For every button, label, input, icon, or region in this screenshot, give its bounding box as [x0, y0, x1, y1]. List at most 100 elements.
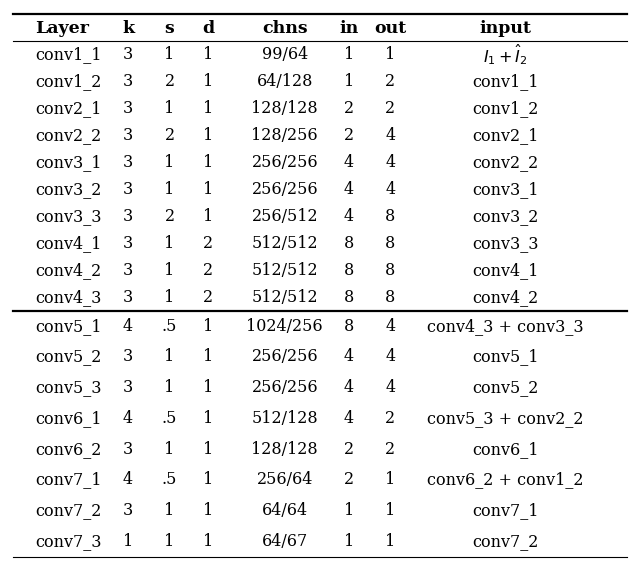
Text: 256/512: 256/512 [252, 208, 318, 225]
Text: k: k [122, 20, 134, 37]
Text: 3: 3 [123, 235, 133, 252]
Text: 256/256: 256/256 [252, 379, 318, 396]
Text: conv7_1: conv7_1 [472, 502, 539, 519]
Text: conv7_2: conv7_2 [472, 533, 539, 550]
Text: 128/128: 128/128 [252, 441, 318, 458]
Text: 1: 1 [344, 46, 354, 63]
Text: 8: 8 [385, 208, 396, 225]
Text: 1: 1 [164, 262, 175, 279]
Text: conv3_2: conv3_2 [35, 181, 102, 198]
Text: 1: 1 [123, 533, 133, 550]
Text: 4: 4 [385, 181, 396, 198]
Text: 99/64: 99/64 [262, 46, 308, 63]
Text: 1: 1 [344, 502, 354, 519]
Text: 4: 4 [344, 208, 354, 225]
Text: 4: 4 [344, 181, 354, 198]
Text: conv7_2: conv7_2 [35, 502, 102, 519]
Text: conv4_3: conv4_3 [35, 289, 102, 306]
Text: 3: 3 [123, 262, 133, 279]
Text: 1: 1 [203, 379, 213, 396]
Text: 3: 3 [123, 441, 133, 458]
Text: conv4_1: conv4_1 [35, 235, 102, 252]
Text: in: in [339, 20, 358, 37]
Text: 256/256: 256/256 [252, 348, 318, 365]
Text: 3: 3 [123, 379, 133, 396]
Text: conv3_2: conv3_2 [472, 208, 539, 225]
Text: 4: 4 [385, 348, 396, 365]
Text: conv1_2: conv1_2 [472, 100, 539, 117]
Text: conv5_2: conv5_2 [35, 348, 102, 365]
Text: 2: 2 [344, 441, 354, 458]
Text: conv2_1: conv2_1 [472, 127, 539, 144]
Text: 8: 8 [385, 235, 396, 252]
Text: 3: 3 [123, 289, 133, 306]
Text: .5: .5 [162, 471, 177, 488]
Text: 4: 4 [385, 127, 396, 144]
Text: 8: 8 [344, 318, 354, 335]
Text: 3: 3 [123, 46, 133, 63]
Text: 4: 4 [344, 348, 354, 365]
Text: 3: 3 [123, 348, 133, 365]
Text: out: out [374, 20, 406, 37]
Text: 4: 4 [123, 410, 133, 427]
Text: conv6_1: conv6_1 [35, 410, 102, 427]
Text: conv7_3: conv7_3 [35, 533, 102, 550]
Text: 2: 2 [344, 100, 354, 117]
Text: conv6_2 + conv1_2: conv6_2 + conv1_2 [428, 471, 584, 488]
Text: 1: 1 [203, 502, 213, 519]
Text: 1: 1 [385, 46, 396, 63]
Text: 1: 1 [164, 441, 175, 458]
Text: 4: 4 [385, 154, 396, 171]
Text: input: input [479, 20, 532, 37]
Text: 512/512: 512/512 [252, 235, 318, 252]
Text: 2: 2 [164, 208, 175, 225]
Text: conv3_1: conv3_1 [472, 181, 539, 198]
Text: 1: 1 [164, 100, 175, 117]
Text: conv3_3: conv3_3 [35, 208, 102, 225]
Text: 512/128: 512/128 [252, 410, 318, 427]
Text: conv3_1: conv3_1 [35, 154, 102, 171]
Text: 512/512: 512/512 [252, 262, 318, 279]
Text: 8: 8 [344, 262, 354, 279]
Text: 4: 4 [123, 318, 133, 335]
Text: 1: 1 [385, 471, 396, 488]
Text: conv4_2: conv4_2 [472, 289, 539, 306]
Text: 1: 1 [164, 348, 175, 365]
Text: Layer: Layer [35, 20, 89, 37]
Text: 1: 1 [203, 410, 213, 427]
Text: 128/128: 128/128 [252, 100, 318, 117]
Text: 1: 1 [344, 533, 354, 550]
Text: 2: 2 [385, 73, 396, 90]
Text: 1: 1 [385, 502, 396, 519]
Text: 1: 1 [203, 154, 213, 171]
Text: 3: 3 [123, 154, 133, 171]
Text: 1: 1 [164, 46, 175, 63]
Text: 1: 1 [385, 533, 396, 550]
Text: conv6_1: conv6_1 [472, 441, 539, 458]
Text: 3: 3 [123, 208, 133, 225]
Text: 2: 2 [344, 127, 354, 144]
Text: conv5_1: conv5_1 [35, 318, 102, 335]
Text: d: d [202, 20, 214, 37]
Text: 4: 4 [385, 379, 396, 396]
Text: conv1_1: conv1_1 [35, 46, 102, 63]
Text: conv5_3 + conv2_2: conv5_3 + conv2_2 [428, 410, 584, 427]
Text: 3: 3 [123, 127, 133, 144]
Text: conv7_1: conv7_1 [35, 471, 102, 488]
Text: 8: 8 [385, 289, 396, 306]
Text: conv1_2: conv1_2 [35, 73, 102, 90]
Text: conv2_1: conv2_1 [35, 100, 102, 117]
Text: 2: 2 [344, 471, 354, 488]
Text: 1: 1 [203, 127, 213, 144]
Text: 256/256: 256/256 [252, 154, 318, 171]
Text: 1: 1 [164, 289, 175, 306]
Text: 4: 4 [123, 471, 133, 488]
Text: 8: 8 [344, 235, 354, 252]
Text: 2: 2 [203, 262, 213, 279]
Text: s: s [164, 20, 175, 37]
Text: 3: 3 [123, 73, 133, 90]
Text: 1: 1 [203, 441, 213, 458]
Text: 2: 2 [203, 289, 213, 306]
Text: 8: 8 [344, 289, 354, 306]
Text: 2: 2 [385, 410, 396, 427]
